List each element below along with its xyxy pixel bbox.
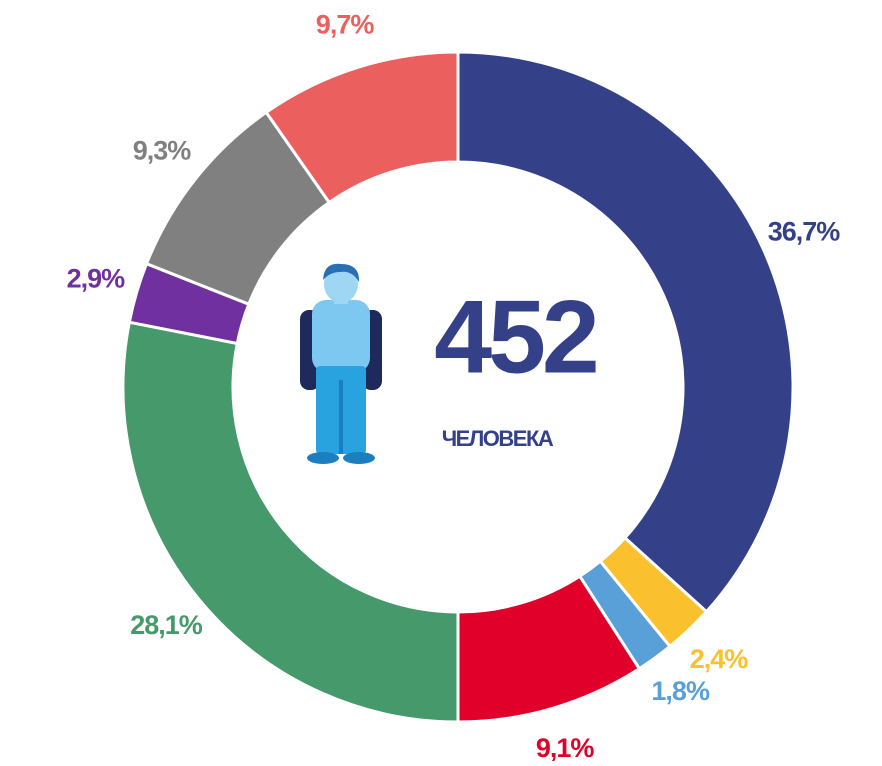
- data-label: 9,7%: [316, 10, 375, 40]
- donut-segment: [456, 50, 795, 614]
- donut-segment: [121, 320, 460, 724]
- data-label: 9,3%: [133, 136, 192, 166]
- donut-segment: [264, 50, 460, 205]
- data-label: 1,8%: [651, 676, 710, 706]
- data-label: 2,4%: [690, 644, 749, 674]
- center-label: ЧЕЛОВЕКА: [442, 426, 554, 451]
- person-icon: [300, 263, 382, 464]
- data-label: 9,1%: [536, 733, 595, 761]
- data-label: 28,1%: [130, 610, 203, 640]
- center-value: 452: [434, 279, 596, 395]
- data-label: 36,7%: [768, 217, 841, 247]
- data-label: 2,9%: [67, 264, 126, 294]
